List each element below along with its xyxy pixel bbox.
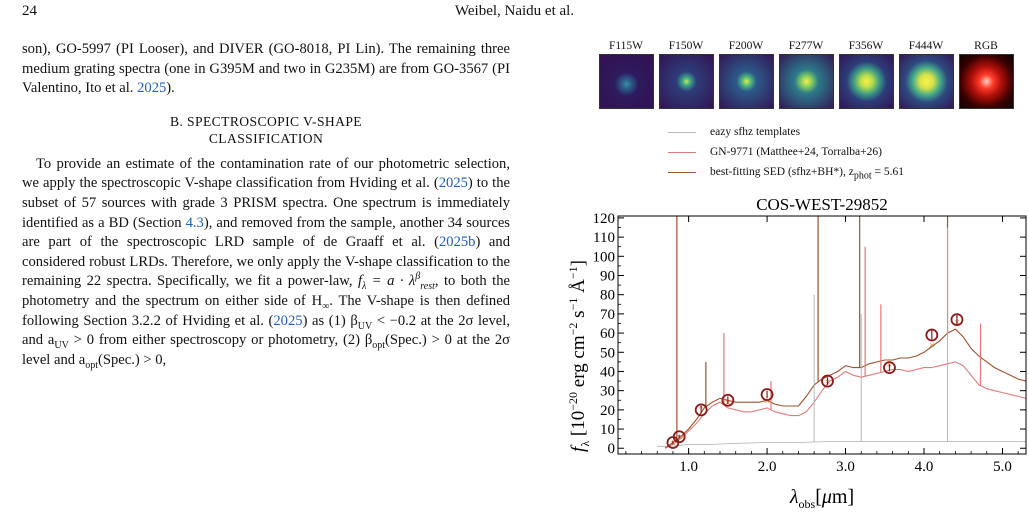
y-tick-label: 20: [600, 403, 615, 419]
x-tick-label: 1.0: [679, 459, 698, 475]
cutout-f150w: [659, 54, 714, 109]
y-tick-label: 110: [593, 230, 615, 246]
y-tick-label: 0: [608, 441, 616, 457]
y-tick-label: 10: [600, 422, 615, 438]
x-tick-label: 5.0: [993, 459, 1012, 475]
plot-frame: [617, 215, 1027, 455]
y-tick-label: 40: [600, 364, 615, 380]
filter-label: F115W: [608, 40, 644, 52]
x-tick-label: 2.0: [758, 459, 777, 475]
photometry-point: [721, 393, 735, 407]
cutout-f200w: [719, 54, 774, 109]
y-tick-label: 30: [600, 384, 615, 400]
chart-legend: eazy sfhz templates GN-9771 (Matthee+24,…: [668, 122, 1008, 182]
section-link[interactable]: 4.3: [185, 214, 204, 231]
model-photometry-point: ×: [764, 395, 770, 407]
legend-swatch: [668, 172, 696, 173]
filter-label: F444W: [908, 40, 944, 52]
photometry-point: [925, 328, 939, 342]
y-tick-label: 100: [593, 249, 616, 265]
legend-item-templates: eazy sfhz templates: [668, 122, 1008, 142]
x-tick-label: 4.0: [915, 459, 934, 475]
x-tick-label: 3.0: [836, 459, 855, 475]
photometry-point: [760, 388, 774, 401]
photometry-point: [672, 430, 686, 444]
photometry-point: [821, 374, 834, 388]
left-text-column: son), GO-5997 (PI Looser), and DIVER (GO…: [22, 40, 510, 370]
y-tick-label: 70: [600, 307, 615, 323]
cutout-f115w: [599, 54, 654, 109]
citation-link[interactable]: 2025b: [438, 234, 476, 251]
model-photometry-point: ×: [929, 340, 935, 352]
power-law-formula: fλ = a · λβrest: [357, 271, 435, 293]
legend-swatch: [668, 152, 696, 153]
paragraph-vshape: To provide an estimate of the contaminat…: [22, 155, 510, 371]
citation-link[interactable]: 2025: [137, 80, 167, 97]
running-header-authors: Weibel, Naidu et al.: [454, 3, 575, 19]
filter-label: F277W: [788, 40, 824, 52]
cutout-rgb: [959, 54, 1014, 109]
photometry-point: [883, 361, 896, 375]
paragraph-grating-spectra: son), GO-5997 (PI Looser), and DIVER (GO…: [22, 41, 510, 97]
y-tick-label: 60: [600, 326, 615, 342]
filter-label: F150W: [668, 40, 704, 52]
section-heading: B. SPECTROSCOPIC V-SHAPE CLASSIFICATION: [169, 113, 363, 146]
sed-chart: COS-WEST-29852 0 10 20 30 40 50 60 70 80 90 100 110…: [566, 196, 1027, 511]
y-tick-label: 120: [593, 211, 616, 227]
y-tick-label: 50: [600, 345, 615, 361]
filter-label: RGB: [974, 40, 998, 52]
chart-title: COS-WEST-29852: [756, 196, 888, 214]
legend-item-comparison: GN-9771 (Matthee+24, Torralba+26): [668, 142, 1008, 162]
filter-label: F200W: [728, 40, 764, 52]
citation-link[interactable]: 2025: [438, 175, 468, 192]
y-axis-label: fλ [10−20 erg cm−2 s−1 Å−1]: [566, 260, 592, 452]
legend-item-best-fit: best-fitting SED (sfhz+BH*), zphot = 5.6…: [668, 162, 1008, 182]
cutout-f356w: [839, 54, 894, 109]
image-cutouts: F115W F150W F200W F277W F356W F444W RGB: [596, 40, 1028, 112]
citation-link[interactable]: 2025: [273, 312, 303, 329]
cutout-f277w: [779, 54, 834, 109]
page-number: 24: [22, 3, 37, 19]
series-line-best-fit: [664, 328, 1026, 449]
zphot-value: 5.61: [883, 166, 904, 178]
y-tick-label: 80: [600, 288, 615, 304]
cutout-f444w: [899, 54, 954, 109]
series-line-comparison: [664, 361, 1026, 449]
y-tick-label: 90: [600, 269, 615, 285]
legend-swatch: [668, 132, 696, 133]
filter-label: F356W: [848, 40, 884, 52]
x-axis-label: λobs[μm]: [789, 486, 854, 511]
photometry-point: [694, 403, 708, 417]
series-line-template: [657, 441, 1026, 447]
photometry-point: [950, 313, 964, 327]
